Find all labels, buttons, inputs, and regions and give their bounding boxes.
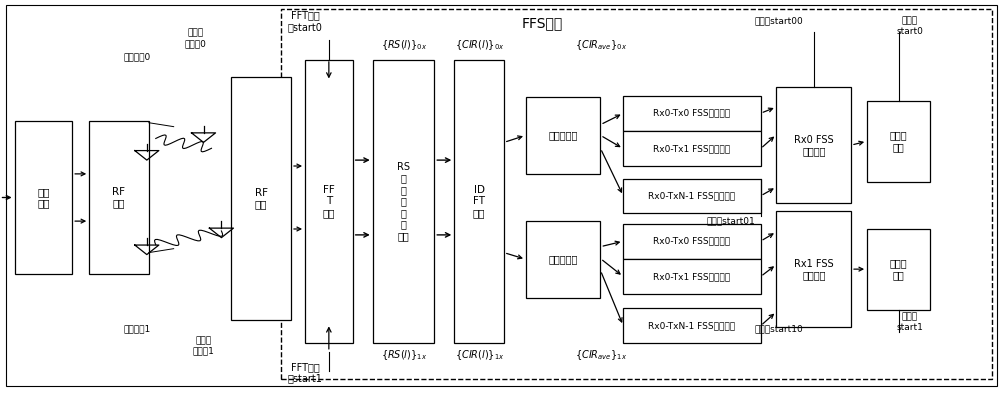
FancyBboxPatch shape (623, 224, 761, 258)
Text: 天线端口1: 天线端口1 (123, 324, 150, 333)
Text: Rx0-Tx1 FSS检测模块: Rx0-Tx1 FSS检测模块 (653, 272, 730, 281)
FancyBboxPatch shape (776, 87, 851, 203)
FancyBboxPatch shape (89, 121, 149, 274)
Text: FF
T
模块: FF T 模块 (323, 185, 335, 218)
Text: 环路滤
波器: 环路滤 波器 (890, 131, 907, 152)
Text: RS
抽
取
和
解
扰
模块: RS 抽 取 和 解 扰 模块 (397, 162, 410, 241)
FancyBboxPatch shape (867, 101, 930, 182)
FancyBboxPatch shape (373, 60, 434, 343)
Text: $\{CIR_{ave}\}_{0x}$: $\{CIR_{ave}\}_{0x}$ (575, 38, 627, 52)
Text: FFT起始
点start1: FFT起始 点start1 (288, 362, 322, 383)
FancyBboxPatch shape (281, 9, 992, 378)
Text: 起始点
start0: 起始点 start0 (896, 17, 923, 36)
Text: Rx0-Tx0 FSS检测模块: Rx0-Tx0 FSS检测模块 (653, 237, 730, 246)
Text: FFS检测: FFS检测 (522, 17, 563, 30)
FancyBboxPatch shape (623, 179, 761, 213)
FancyBboxPatch shape (623, 259, 761, 294)
FancyBboxPatch shape (623, 132, 761, 166)
FancyBboxPatch shape (867, 229, 930, 310)
Text: 时间累加器: 时间累加器 (548, 254, 578, 265)
Text: FFT起始
点start0: FFT起始 点start0 (288, 11, 322, 32)
Text: $\{CIR(l)\}_{0x}$: $\{CIR(l)\}_{0x}$ (455, 38, 505, 52)
Text: RF
模块: RF 模块 (112, 187, 125, 208)
Text: 接收天
线端口0: 接收天 线端口0 (185, 28, 206, 48)
Text: 接收天
线端口1: 接收天 线端口1 (193, 336, 214, 356)
FancyBboxPatch shape (623, 308, 761, 343)
Text: Rx0-TxN-1 FSS检测模块: Rx0-TxN-1 FSS检测模块 (648, 192, 735, 200)
Text: 起始点start10: 起始点start10 (754, 324, 803, 333)
Text: $\{RS(l)\}_{0x}$: $\{RS(l)\}_{0x}$ (381, 38, 428, 52)
FancyBboxPatch shape (15, 121, 72, 274)
Text: Rx0-TxN-1 FSS检测模块: Rx0-TxN-1 FSS检测模块 (648, 321, 735, 330)
FancyBboxPatch shape (623, 96, 761, 131)
FancyBboxPatch shape (526, 97, 600, 174)
Text: Rx0-Tx1 FSS检测模块: Rx0-Tx1 FSS检测模块 (653, 144, 730, 153)
FancyBboxPatch shape (526, 221, 600, 298)
Text: 起始点start00: 起始点start00 (754, 17, 803, 25)
FancyBboxPatch shape (305, 60, 353, 343)
Text: $\{CIR(l)\}_{1x}$: $\{CIR(l)\}_{1x}$ (455, 348, 505, 362)
Text: 起始点
start1: 起始点 start1 (896, 313, 923, 332)
Text: 起始点start01: 起始点start01 (706, 216, 755, 225)
FancyBboxPatch shape (776, 211, 851, 327)
Text: $\{RS(l)\}_{1x}$: $\{RS(l)\}_{1x}$ (381, 348, 428, 362)
Text: 基带
模块: 基带 模块 (37, 187, 50, 208)
Text: 时间累加器: 时间累加器 (548, 130, 578, 141)
Text: 环路滤
波器: 环路滤 波器 (890, 259, 907, 280)
FancyBboxPatch shape (231, 77, 291, 320)
Text: Rx1 FSS
合并模块: Rx1 FSS 合并模块 (794, 259, 834, 280)
Text: ID
FT
模块: ID FT 模块 (473, 185, 485, 218)
Text: Rx0-Tx0 FSS检测模块: Rx0-Tx0 FSS检测模块 (653, 109, 730, 118)
Text: $\{CIR_{ave}\}_{1x}$: $\{CIR_{ave}\}_{1x}$ (575, 348, 627, 362)
Text: RF
模块: RF 模块 (255, 188, 268, 209)
FancyBboxPatch shape (454, 60, 504, 343)
Text: 天线端口0: 天线端口0 (123, 53, 150, 62)
Text: Rx0 FSS
合并模块: Rx0 FSS 合并模块 (794, 135, 834, 156)
